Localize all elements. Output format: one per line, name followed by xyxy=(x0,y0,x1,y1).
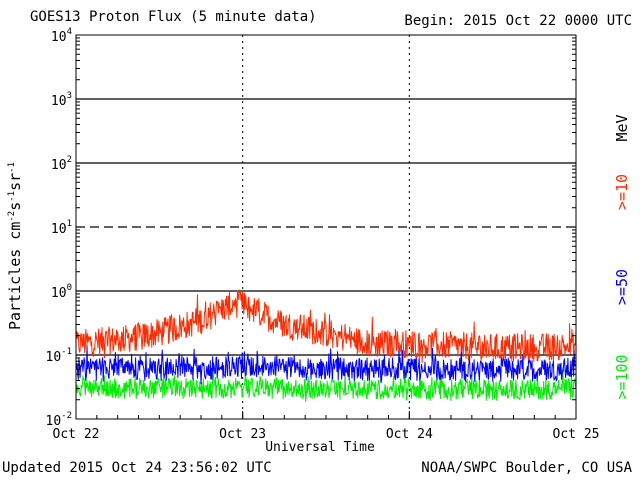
x-axis: Oct 22 Oct 23 Oct 24 Oct 25 xyxy=(53,411,600,442)
updated-timestamp: Updated 2015 Oct 24 23:56:02 UTC xyxy=(2,460,272,476)
x-tick-label: Oct 23 xyxy=(219,427,266,442)
x-tick-label: Oct 25 xyxy=(553,427,600,442)
legend: MeV >=10 >=50 >=100 xyxy=(613,114,631,399)
x-tick-label: Oct 24 xyxy=(386,427,433,442)
series-layer xyxy=(75,289,577,402)
y-tick-label: 102 xyxy=(51,155,72,173)
y-tick-label: 104 xyxy=(51,27,72,45)
x-axis-label: Universal Time xyxy=(265,440,375,455)
series-line-0 xyxy=(75,289,577,364)
y-tick-label: 101 xyxy=(51,219,72,237)
x-tick-label: Oct 22 xyxy=(53,427,100,442)
begin-time: Begin: 2015 Oct 22 0000 UTC xyxy=(404,13,632,29)
y-axis: 10-2 10-1 100 101 102 103 104 xyxy=(46,27,576,429)
legend-unit-mev: MeV xyxy=(613,114,631,141)
legend-ge10: >=10 xyxy=(613,174,631,210)
series-line-2 xyxy=(75,364,577,402)
y-tick-label: 10-2 xyxy=(46,411,73,429)
legend-ge100: >=100 xyxy=(613,354,631,399)
y-tick-label: 10-1 xyxy=(46,347,73,365)
credit-text: NOAA/SWPC Boulder, CO USA xyxy=(421,460,632,476)
y-tick-label: 100 xyxy=(51,283,72,301)
y-axis-label: Particles cm-2s-1sr-1 xyxy=(6,162,24,330)
legend-ge50: >=50 xyxy=(613,269,631,305)
y-tick-label: 103 xyxy=(51,91,72,109)
chart-title: GOES13 Proton Flux (5 minute data) xyxy=(30,9,317,25)
series-line-1 xyxy=(75,344,577,385)
reference-lines xyxy=(76,98,576,356)
